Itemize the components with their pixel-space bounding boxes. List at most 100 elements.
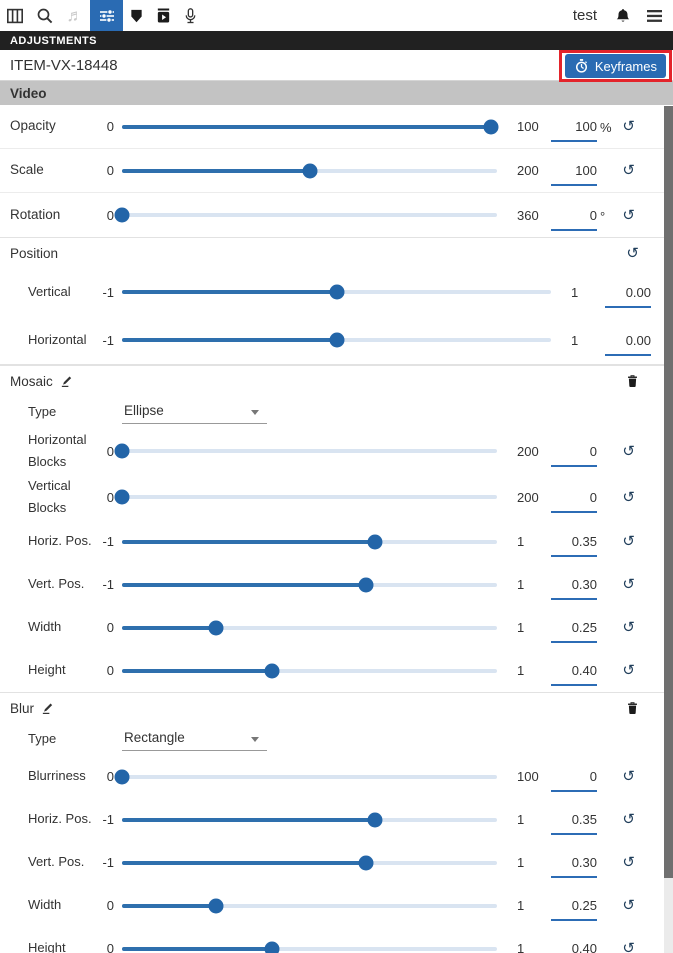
mosaic-vert-pos-value-input[interactable]: 0.30 [551,577,597,600]
vertical-position-slider[interactable] [122,284,551,300]
slider-max: 1 [517,855,525,870]
adjustment-sliders-tab[interactable] [90,0,123,31]
slider-thumb[interactable] [367,812,383,827]
mosaic-horiz-pos-value-input[interactable]: 0.35 [551,534,597,557]
scale-slider[interactable] [122,163,497,179]
slider-thumb[interactable] [358,577,374,592]
mosaic-type-select[interactable]: Ellipse [122,401,267,424]
horizontal-position-value-input[interactable]: 0.00 [605,333,651,356]
slider-thumb[interactable] [358,855,374,870]
reset-button[interactable]: ↺ [622,118,635,135]
slider-track [122,495,497,499]
reset-button[interactable]: ↺ [622,442,635,460]
reset-button[interactable]: ↺ [622,533,635,550]
reset-button[interactable]: ↺ [622,811,635,828]
vertical-position-value-input[interactable]: 0.00 [605,285,651,308]
blur-horiz-pos-slider[interactable] [122,812,497,828]
scrollbar-track[interactable] [664,106,673,953]
mosaic-vert-pos-slider[interactable] [122,577,497,593]
slider-track [122,582,497,587]
video-section: Opacity 0 100 100 % ↺ Scale 0 200 100 ↺ … [0,105,673,237]
rotation-value-input[interactable]: 0 [551,208,597,231]
vertical-position-row: Vertical -1 1 0.00 [0,268,673,316]
scrollbar-thumb[interactable] [664,106,673,878]
mosaic-height-slider[interactable] [122,663,497,679]
opacity-value-input[interactable]: 100 [551,119,597,142]
blur-vert-pos-row: Vert. Pos. -1 1 0.30 ↺ [0,841,673,884]
blur-width-value-input[interactable]: 0.25 [551,898,597,921]
reset-button[interactable]: ↺ [622,897,635,914]
slider-thumb[interactable] [208,898,224,913]
mosaic-horiz-pos-slider[interactable] [122,534,497,550]
media-export-icon[interactable] [150,0,177,31]
layout-columns-icon[interactable] [0,0,30,31]
position-reset-button[interactable]: ↺ [626,244,639,262]
reset-button[interactable]: ↺ [622,206,635,224]
slider-thumb[interactable] [302,163,317,178]
slider-thumb[interactable] [367,534,383,549]
slider-label: Width [28,897,62,913]
reset-button[interactable]: ↺ [622,854,635,871]
slider-thumb[interactable] [208,620,224,635]
slider-thumb[interactable] [114,207,130,223]
mosaic-width-value-input[interactable]: 0.25 [551,620,597,643]
rotation-slider[interactable] [114,207,497,223]
notifications-bell-icon[interactable] [611,0,635,31]
reset-button[interactable]: ↺ [622,768,635,785]
slider-thumb[interactable] [264,941,280,953]
blurriness-slider[interactable] [114,769,497,785]
microphone-icon[interactable] [177,0,204,31]
slider-max: 1 [517,898,525,913]
blur-type-select[interactable]: Rectangle [122,728,267,751]
slider-thumb[interactable] [114,769,130,784]
delete-trash-icon[interactable] [626,374,639,388]
menu-icon[interactable] [641,0,667,31]
slider-min: 0 [106,663,114,678]
blur-height-slider[interactable] [122,941,497,953]
delete-trash-icon[interactable] [626,701,639,715]
reset-button[interactable]: ↺ [622,488,635,506]
slider-thumb[interactable] [264,663,280,678]
user-label[interactable]: test [572,7,597,24]
mosaic-height-value-input[interactable]: 0.40 [551,663,597,686]
scale-value-input[interactable]: 100 [551,163,597,186]
slider-thumb[interactable] [483,119,499,134]
search-icon[interactable] [30,0,60,31]
reset-button[interactable]: ↺ [622,576,635,593]
blur-width-row: Width 0 1 0.25 ↺ [0,884,673,927]
mosaic-section-header: Mosaic [0,366,673,396]
mosaic-horizontal-blocks-slider[interactable] [114,443,497,459]
slider-label: Horiz. Pos. [28,811,92,827]
music-notes-icon: ♬ [60,0,90,31]
keyframes-button[interactable]: Keyframes [564,54,666,78]
blur-height-value-input[interactable]: 0.40 [551,941,597,953]
slider-thumb[interactable] [114,443,130,459]
blur-vert-pos-slider[interactable] [122,855,497,871]
slider-min: -1 [102,284,114,300]
blur-width-slider[interactable] [122,898,497,914]
mosaic-horizontal-blocks-value-input[interactable]: 0 [551,444,597,467]
horizontal-position-slider[interactable] [122,332,551,348]
mosaic-vertical-blocks-value-input[interactable]: 0 [551,490,597,513]
slider-max: 200 [517,443,539,459]
slider-thumb[interactable] [114,489,130,505]
mosaic-horiz-pos-row: Horiz. Pos. -1 1 0.35 ↺ [0,520,673,563]
slider-max: 200 [517,489,539,505]
slider-label: Vert. Pos. [28,576,85,592]
opacity-slider[interactable] [122,119,499,135]
blur-vert-pos-value-input[interactable]: 0.30 [551,855,597,878]
mosaic-vertical-blocks-slider[interactable] [114,489,497,505]
edit-pencil-icon[interactable] [41,701,54,715]
slider-thumb[interactable] [329,332,344,348]
blur-horiz-pos-value-input[interactable]: 0.35 [551,812,597,835]
reset-button[interactable]: ↺ [622,162,635,179]
mosaic-width-slider[interactable] [122,620,497,636]
reset-button[interactable]: ↺ [622,662,635,679]
blurriness-value-input[interactable]: 0 [551,769,597,792]
reset-button[interactable]: ↺ [622,940,635,953]
edit-pencil-icon[interactable] [60,374,73,388]
slider-track [122,946,497,951]
reset-button[interactable]: ↺ [622,619,635,636]
slider-thumb[interactable] [329,284,344,300]
shield-icon[interactable] [123,0,150,31]
